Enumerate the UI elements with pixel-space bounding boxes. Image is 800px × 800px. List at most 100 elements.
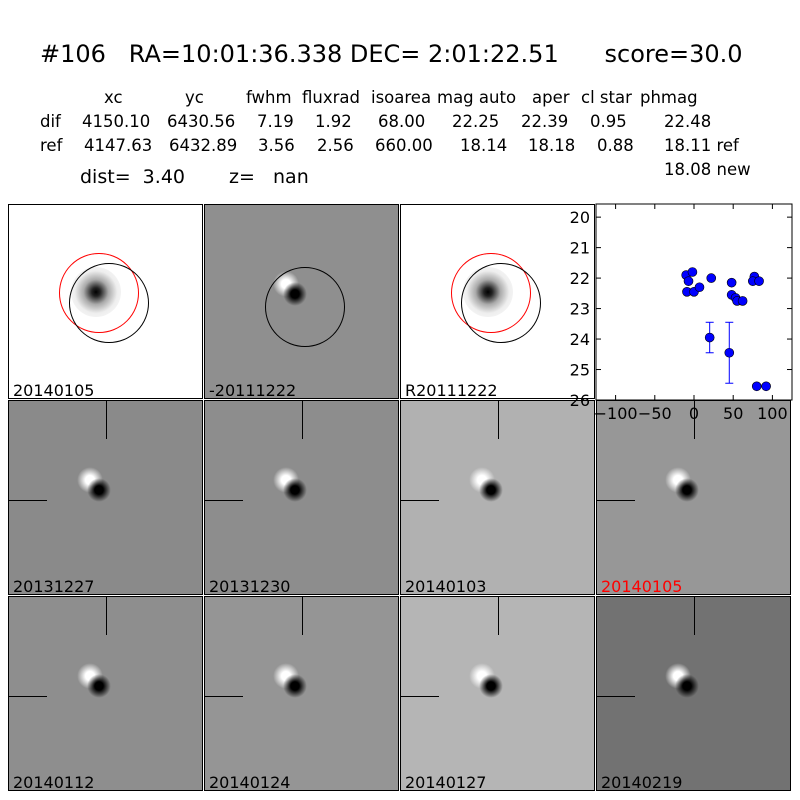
x-tick-label: −100: [594, 404, 638, 423]
crosshair-horizontal: [9, 696, 47, 697]
data-point: [687, 267, 698, 277]
cutout-date-label: 20140112: [13, 773, 95, 791]
cutout-panel: 20140219: [596, 596, 791, 791]
data-point: [704, 332, 715, 343]
table-cell: 2.56: [317, 136, 354, 155]
table-cell: 22.25: [452, 112, 500, 131]
table-cell: 22.48: [664, 112, 712, 131]
y-tick-label: 24: [570, 330, 590, 349]
plot-frame: [595, 203, 793, 401]
table-cell: 3.56: [258, 136, 295, 155]
column-header: isoarea: [371, 88, 432, 107]
dipole-negative: [283, 478, 307, 502]
crosshair-horizontal: [597, 500, 635, 501]
column-header: fluxrad: [302, 88, 360, 107]
cutout-date-label: 20140127: [405, 773, 487, 791]
cutout-date-label: 20140124: [209, 773, 291, 791]
x-tick-label: 0: [689, 404, 699, 423]
table-cell: 18.11 ref: [664, 136, 739, 155]
table-cell: 6432.89: [169, 136, 238, 155]
cutout-date-label: 20131227: [13, 577, 95, 595]
crosshair-vertical: [694, 401, 695, 439]
cutout-panel: 20140105: [596, 400, 791, 595]
y-tick-label: 22: [570, 269, 590, 288]
crosshair-horizontal: [9, 500, 47, 501]
cutout-panel: 20140112: [8, 596, 203, 791]
table-cell: 22.39: [521, 112, 569, 131]
table-cell: 0.95: [590, 112, 627, 131]
row-label: dif: [40, 112, 61, 131]
dipole-negative: [479, 674, 503, 698]
black-aperture-circle: [69, 263, 149, 343]
cutout-date-label: 20140103: [405, 577, 487, 595]
column-header: xc: [104, 88, 123, 107]
crosshair-horizontal: [597, 696, 635, 697]
crosshair-vertical: [498, 597, 499, 635]
y-tick-label: 21: [570, 239, 590, 258]
table-cell: 7.19: [257, 112, 294, 131]
dipole-negative: [87, 478, 111, 502]
column-header: yc: [185, 88, 204, 107]
z-text: z= nan: [229, 166, 309, 188]
crosshair-vertical: [498, 401, 499, 439]
crosshair-vertical: [694, 597, 695, 635]
column-header: phmag: [640, 88, 698, 107]
candidate-title: #106 RA=10:01:36.338 DEC= 2:01:22.51 sco…: [40, 40, 743, 68]
crosshair-horizontal: [401, 500, 439, 501]
data-point: [751, 381, 762, 392]
data-point: [761, 381, 771, 392]
crosshair-vertical: [302, 401, 303, 439]
column-header: cl star: [581, 88, 632, 107]
x-tick-label: 100: [757, 404, 788, 423]
crosshair-vertical: [106, 401, 107, 439]
cutout-panel: 20131230: [204, 400, 399, 595]
data-point: [694, 282, 705, 293]
cutout-panel: 20131227: [8, 400, 203, 595]
y-tick-label: 26: [570, 391, 590, 410]
table-cell: 4147.63: [84, 136, 153, 155]
column-header: aper: [532, 88, 570, 107]
cutout-date-label: 20140105: [13, 381, 95, 399]
y-tick-label: 20: [570, 208, 590, 227]
table-cell: 0.88: [597, 136, 634, 155]
table-cell: 18.18: [528, 136, 576, 155]
cutout-panel: 20140124: [204, 596, 399, 791]
dipole-negative: [675, 674, 699, 698]
crosshair-vertical: [302, 597, 303, 635]
crosshair-horizontal: [401, 696, 439, 697]
cutout-date-label: R20111222: [405, 381, 498, 399]
dipole-negative: [283, 674, 307, 698]
extra-phmag-text: 18.08 new: [664, 160, 751, 179]
cutout-panel: -20111222: [204, 204, 399, 399]
cutout-panel: 20140127: [400, 596, 595, 791]
row-label: ref: [40, 136, 63, 155]
data-point: [754, 276, 764, 286]
y-tick-label: 25: [570, 361, 590, 380]
lightcurve-plot: 20 21 22 23 24 25 26−100 −50 0 50 100: [570, 203, 793, 423]
crosshair-vertical: [106, 597, 107, 635]
table-cell: 68.00: [378, 112, 426, 131]
cutout-date-label: -20111222: [209, 381, 297, 399]
x-tick-label: −50: [638, 404, 672, 423]
cutout-date-label: 20131230: [209, 577, 291, 595]
table-cell: 1.92: [315, 112, 352, 131]
data-point: [683, 276, 694, 286]
table-cell: 660.00: [375, 136, 433, 155]
cutout-date-label: 20140105: [601, 577, 683, 595]
cutout-panel: 20140105: [8, 204, 203, 399]
table-cell: 4150.10: [82, 112, 151, 131]
dipole-negative: [675, 478, 699, 502]
dist-text: dist= 3.40: [80, 166, 185, 188]
table-cell: 18.14: [460, 136, 508, 155]
cutout-panel: R20111222: [400, 204, 595, 399]
data-point: [737, 296, 748, 306]
data-point: [726, 277, 737, 288]
dipole-negative: [87, 674, 111, 698]
crosshair-horizontal: [205, 696, 243, 697]
black-aperture-circle: [461, 263, 541, 343]
aperture-circle: [265, 267, 345, 347]
table-cell: 6430.56: [167, 112, 236, 131]
cutout-date-label: 20140219: [601, 773, 683, 791]
dipole-negative: [479, 478, 503, 502]
x-tick-label: 50: [723, 404, 743, 423]
